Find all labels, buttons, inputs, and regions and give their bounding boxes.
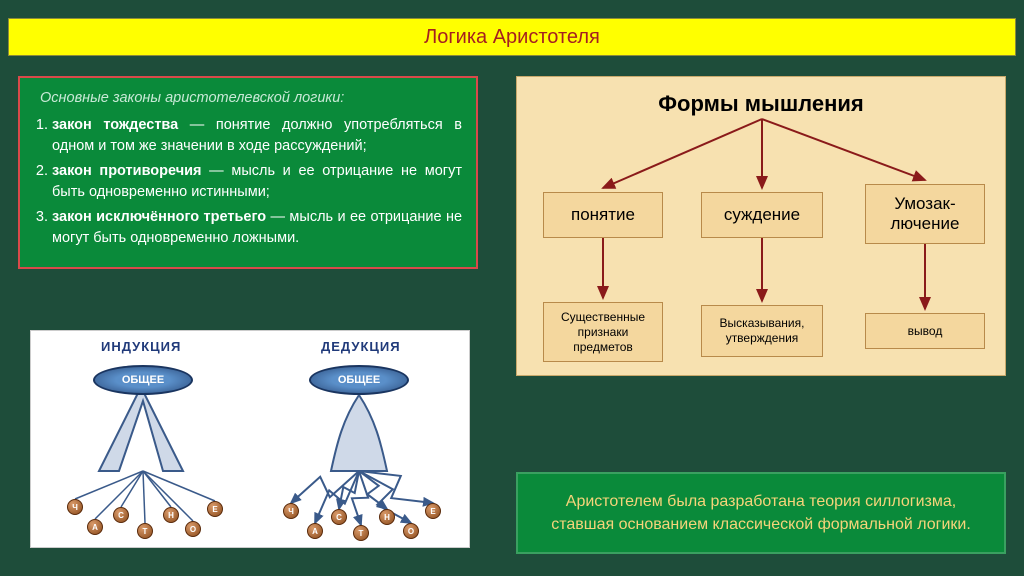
deduction-label: ДЕДУКЦИЯ	[321, 339, 401, 354]
laws-panel: Основные законы аристотелевской логики: …	[18, 76, 478, 269]
syllogism-panel: Аристотелем была разработана теория силл…	[516, 472, 1006, 554]
forms-panel: Формы мышления понятие суждение Умозак- лю…	[516, 76, 1006, 376]
particle-ball: Е	[207, 501, 223, 517]
particle-ball: Т	[353, 525, 369, 541]
forms-small-box: Существенные признаки предметов	[543, 302, 663, 362]
particle-ball: Т	[137, 523, 153, 539]
particle-ball: А	[87, 519, 103, 535]
induction-svg	[31, 331, 471, 549]
title-bar: Логика Аристотеля	[8, 18, 1016, 56]
particle-ball: Е	[425, 503, 441, 519]
particle-ball: Ч	[67, 499, 83, 515]
laws-subtitle: Основные законы аристотелевской логики:	[40, 88, 462, 109]
page-title: Логика Аристотеля	[424, 26, 600, 49]
forms-title: Формы мышления	[531, 91, 991, 117]
laws-list: закон тождества — понятие должно употреб…	[34, 115, 462, 249]
induction-pill: ОБЩЕЕ	[93, 365, 193, 395]
induction-deduction-panel: ИНДУКЦИЯОБЩЕЕЧАСТНОЕДЕДУКЦИЯОБЩЕЕЧАСТНОЕ	[30, 330, 470, 548]
law-item: закон исключённого третьего — мысль и ее…	[52, 207, 462, 249]
particle-ball: А	[307, 523, 323, 539]
particle-ball: С	[113, 507, 129, 523]
particle-ball: О	[403, 523, 419, 539]
forms-mid-box: суждение	[701, 192, 823, 238]
particle-ball: О	[185, 521, 201, 537]
particle-ball: С	[331, 509, 347, 525]
forms-mid-box: понятие	[543, 192, 663, 238]
forms-small-box: вывод	[865, 313, 985, 349]
syllogism-text: Аристотелем была разработана теория силл…	[551, 493, 971, 533]
deduction-pill: ОБЩЕЕ	[309, 365, 409, 395]
law-name: закон тождества	[52, 117, 178, 133]
law-name: закон противоречия	[52, 163, 202, 179]
particle-ball: Н	[379, 509, 395, 525]
induction-label: ИНДУКЦИЯ	[101, 339, 181, 354]
forms-small-box: Высказывания, утверждения	[701, 305, 823, 357]
law-item: закон тождества — понятие должно употреб…	[52, 115, 462, 157]
forms-mid-box: Умозак- лючение	[865, 184, 985, 244]
particle-ball: Ч	[283, 503, 299, 519]
law-item: закон противоречия — мысль и ее отрицани…	[52, 161, 462, 203]
particle-ball: Н	[163, 507, 179, 523]
law-name: закон исключённого третьего	[52, 209, 266, 225]
